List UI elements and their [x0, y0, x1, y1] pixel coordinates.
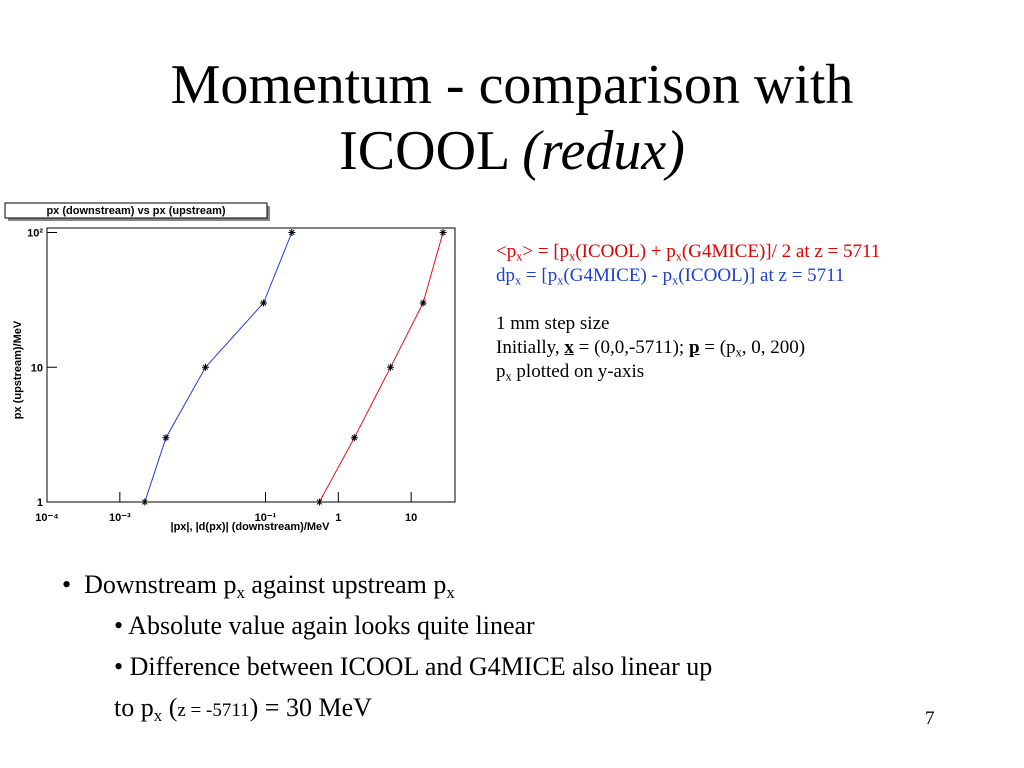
title-line: Momentum - comparison with [170, 54, 854, 116]
text: x [515, 273, 522, 288]
text: z = -5711 [177, 700, 250, 721]
x-axis-label: |px|, |d(px)| (downstream)/MeV [171, 521, 331, 533]
text: x [557, 273, 564, 288]
text: x [516, 249, 523, 264]
bullet: • Downstream px against upstream px [62, 570, 455, 603]
chart-title: px (downstream) vs px (upstream) [46, 205, 225, 217]
text: (G4MICE) - p [563, 265, 673, 286]
x-tick-label: 1 [335, 512, 341, 524]
y-tick-label: 10² [27, 228, 43, 240]
y-tick-label: 10 [31, 362, 43, 374]
text: (ICOOL) + p [575, 241, 676, 262]
note: <px> = [px(ICOOL) + px(G4MICE)]/ 2 at z … [496, 240, 880, 264]
text: = (0,0,-5711); [573, 337, 689, 358]
note: px plotted on y-axis [496, 360, 880, 384]
slide-title: Momentum - comparison with ICOOL (redux) [0, 52, 1024, 184]
text: Absolute value again looks quite linear [128, 611, 535, 640]
text: plotted on y-axis [511, 361, 645, 382]
bullet: to px (z = -5711) = 30 MeV [62, 687, 712, 731]
page-number: 7 [925, 708, 935, 729]
text: 1 mm step size [496, 313, 610, 334]
x-tick-label: 10 [405, 512, 417, 524]
series-line [318, 232, 444, 503]
marker [419, 299, 427, 307]
bullet: • Difference between ICOOL and G4MICE al… [114, 652, 713, 681]
marker [141, 498, 149, 506]
title-italic: (redux) [522, 120, 685, 182]
series-line [144, 232, 293, 503]
text: (G4MICE)]/ 2 at z = 5711 [681, 241, 881, 262]
text: Downstream p [84, 570, 237, 599]
text: Initially, [496, 337, 565, 358]
x-tick-label: 10⁻¹ [255, 512, 277, 524]
marker [162, 434, 170, 442]
marker [439, 229, 447, 237]
bullet: • Absolute value again looks quite linea… [114, 611, 535, 640]
text: against upstream p [244, 570, 447, 599]
text: dp [496, 265, 515, 286]
text: x [236, 583, 245, 603]
text: ) = 30 MeV [249, 693, 372, 722]
text: x [564, 337, 574, 358]
text: x [672, 273, 679, 288]
x-tick-label: 10⁻³ [109, 512, 131, 524]
y-axis-label: px (upstream)/MeV [12, 320, 24, 419]
text: Difference between ICOOL and G4MICE also… [129, 652, 713, 681]
note: 1 mm step size [496, 312, 880, 336]
marker [260, 299, 268, 307]
chart: px (downstream) vs px (upstream) |px|, |… [4, 202, 456, 533]
text: x [675, 249, 682, 264]
title-box [4, 202, 268, 219]
marker [315, 498, 323, 506]
text: p [496, 361, 506, 382]
plot-frame [46, 227, 456, 503]
title-line: ICOOL [339, 120, 509, 182]
note: Initially, x = (0,0,-5711); p = (px, 0, … [496, 336, 880, 360]
text: > = [p [522, 241, 570, 262]
notes: <px> = [px(ICOOL) + px(G4MICE)]/ 2 at z … [496, 240, 880, 384]
text: p [688, 337, 700, 358]
text: <p [496, 241, 517, 262]
text: x [569, 249, 576, 264]
note: dpx = [px(G4MICE) - px(ICOOL)] at z = 57… [496, 264, 880, 288]
x-tick-label: 10⁻⁴ [35, 512, 58, 524]
text: x [446, 583, 455, 603]
text: , 0, 200) [741, 337, 806, 358]
marker [288, 229, 296, 237]
text: = [p [521, 265, 558, 286]
text: (ICOOL)] at z = 5711 [678, 265, 845, 286]
text: to p [114, 693, 154, 722]
text: ( [162, 693, 178, 722]
marker [350, 434, 358, 442]
marker [201, 363, 209, 371]
text: = (p [699, 337, 736, 358]
text: x [153, 706, 163, 726]
y-tick-label: 1 [37, 497, 43, 509]
text: x [505, 369, 512, 384]
marker [386, 363, 394, 371]
text: x [735, 345, 742, 360]
bullets: • Downstream px against upstream px • Ab… [62, 564, 712, 731]
